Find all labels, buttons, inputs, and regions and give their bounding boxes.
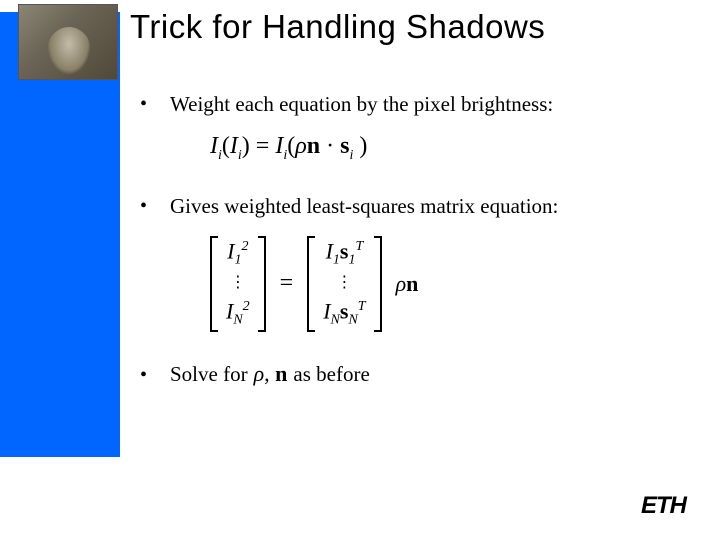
rho-n-term: ρn xyxy=(396,271,419,297)
math-comma: , xyxy=(264,361,270,386)
eth-logo: ETH xyxy=(641,492,686,520)
math-rho: ρ xyxy=(254,361,265,386)
matrix-left: I12 ⋮ IN2 xyxy=(210,236,266,332)
math-sub-1: 1 xyxy=(235,252,242,267)
bullet-1-text: Weight each equation by the pixel bright… xyxy=(170,90,553,119)
bullet-marker: • xyxy=(140,90,170,118)
bullet-3-pre: Solve for xyxy=(170,360,248,389)
math-I: I xyxy=(326,238,333,263)
header-thumbnail-image xyxy=(18,4,118,80)
math-n: n xyxy=(275,361,287,386)
math-rho: ρ xyxy=(295,133,307,159)
bullet-3: • Solve for ρ, n as before xyxy=(140,360,700,389)
math-rho: ρ xyxy=(396,271,407,296)
math-sub-N: N xyxy=(331,313,340,328)
bullet-3-post: as before xyxy=(293,360,369,389)
equals-sign: = xyxy=(280,270,294,297)
math-n: n xyxy=(307,133,320,159)
bullet-1: • Weight each equation by the pixel brig… xyxy=(140,90,700,119)
equation-1: Ii(Ii) = Ii(ρn · si ) xyxy=(210,133,700,164)
math-sup-T: T xyxy=(355,239,363,254)
bullet-2: • Gives weighted least-squares matrix eq… xyxy=(140,192,700,221)
bullet-marker: • xyxy=(140,192,170,220)
math-sub-N: N xyxy=(233,313,242,328)
math-sub-N: N xyxy=(348,313,357,328)
slide-content: • Weight each equation by the pixel brig… xyxy=(140,90,700,397)
vdots-icon: ⋮ xyxy=(336,277,352,290)
matrix-right: I1s1T ⋮ INsNT xyxy=(307,236,381,332)
math-sup-2: 2 xyxy=(242,239,249,254)
math-sub-1: 1 xyxy=(333,252,340,267)
inline-rho-n: ρ, n xyxy=(254,361,288,387)
math-I: I xyxy=(230,133,238,159)
slide-title: Trick for Handling Shadows xyxy=(130,8,545,46)
math-sup-2: 2 xyxy=(243,299,250,314)
math-n: n xyxy=(406,271,418,296)
math-I: I xyxy=(323,298,330,323)
math-sup-T: T xyxy=(358,299,366,314)
bullet-marker: • xyxy=(140,361,170,389)
math-I: I xyxy=(210,133,218,159)
equation-2-matrix: I12 ⋮ IN2 = I1s1T ⋮ INsNT ρn xyxy=(210,236,700,332)
vdots-icon: ⋮ xyxy=(230,277,246,290)
math-I: I xyxy=(227,238,234,263)
math-sub-1: 1 xyxy=(348,252,355,267)
bullet-2-text: Gives weighted least-squares matrix equa… xyxy=(170,192,558,221)
